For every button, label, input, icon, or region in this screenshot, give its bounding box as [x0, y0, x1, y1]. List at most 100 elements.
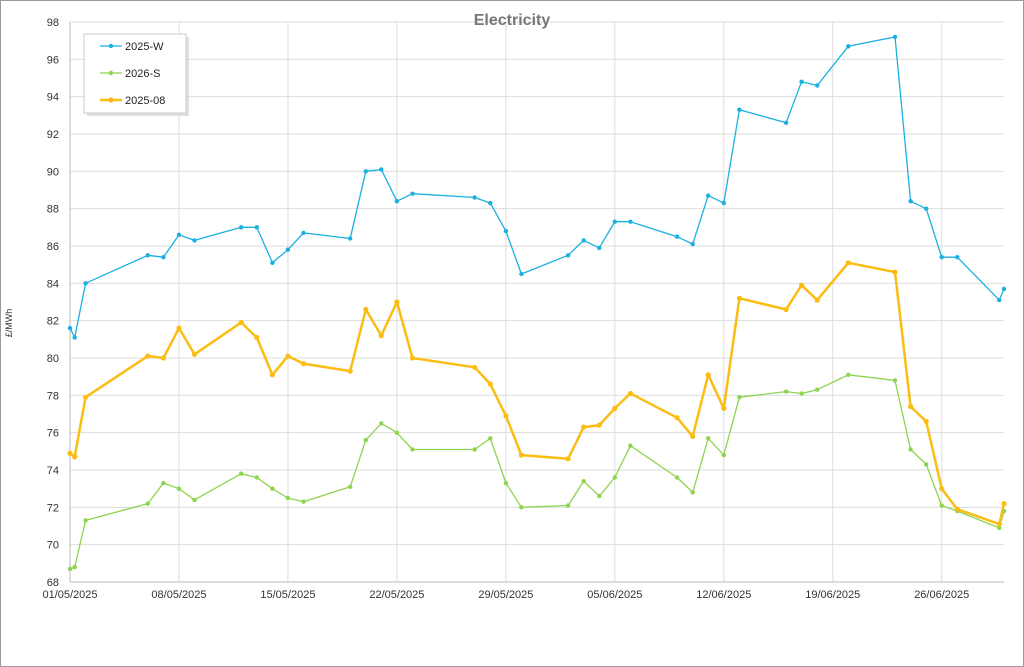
- data-point[interactable]: [783, 389, 789, 394]
- data-point[interactable]: [269, 372, 275, 378]
- data-point[interactable]: [192, 238, 197, 243]
- data-point[interactable]: [145, 501, 150, 506]
- data-point[interactable]: [923, 418, 929, 425]
- data-point[interactable]: [1001, 286, 1007, 292]
- data-point[interactable]: [674, 234, 680, 239]
- data-point[interactable]: [519, 505, 524, 510]
- data-point[interactable]: [394, 430, 400, 435]
- data-point[interactable]: [487, 381, 493, 387]
- data-point[interactable]: [597, 245, 602, 251]
- data-point[interactable]: [924, 206, 929, 211]
- legend-item-2026-S[interactable]: 2026-S: [100, 68, 160, 80]
- data-point[interactable]: [301, 499, 306, 504]
- data-point[interactable]: [254, 475, 259, 480]
- data-point[interactable]: [690, 241, 695, 247]
- data-point[interactable]: [799, 79, 804, 84]
- data-point[interactable]: [706, 436, 711, 441]
- data-point[interactable]: [799, 282, 805, 288]
- data-point[interactable]: [581, 479, 586, 484]
- data-point[interactable]: [706, 193, 711, 198]
- data-point[interactable]: [145, 353, 151, 359]
- data-point[interactable]: [378, 333, 384, 339]
- data-point[interactable]: [379, 167, 384, 172]
- data-point[interactable]: [270, 486, 275, 491]
- data-point[interactable]: [300, 361, 307, 367]
- data-point[interactable]: [705, 372, 711, 378]
- data-point[interactable]: [736, 295, 743, 301]
- data-point[interactable]: [363, 306, 369, 313]
- data-point[interactable]: [410, 191, 415, 196]
- data-point[interactable]: [518, 452, 525, 458]
- data-point[interactable]: [815, 83, 820, 88]
- data-point[interactable]: [815, 387, 820, 392]
- legend[interactable]: 2025-W 2026-S 2025-08: [83, 33, 189, 116]
- data-point[interactable]: [581, 238, 586, 243]
- data-point[interactable]: [285, 247, 291, 252]
- data-point[interactable]: [176, 325, 182, 331]
- data-point[interactable]: [628, 219, 633, 224]
- data-point[interactable]: [285, 353, 291, 359]
- data-point[interactable]: [892, 378, 898, 383]
- data-point[interactable]: [690, 490, 695, 495]
- data-point[interactable]: [846, 44, 851, 49]
- data-point[interactable]: [145, 253, 150, 258]
- data-point[interactable]: [472, 195, 477, 200]
- data-point[interactable]: [83, 518, 88, 523]
- data-point[interactable]: [737, 395, 742, 400]
- legend-item-2025-W[interactable]: 2025-W: [100, 41, 164, 53]
- data-point[interactable]: [939, 503, 944, 508]
- data-point[interactable]: [161, 255, 166, 260]
- data-point[interactable]: [239, 225, 244, 230]
- data-point[interactable]: [996, 521, 1002, 527]
- data-point[interactable]: [161, 480, 166, 486]
- data-point[interactable]: [67, 450, 73, 456]
- data-point[interactable]: [955, 255, 960, 260]
- data-point[interactable]: [238, 319, 244, 326]
- data-point[interactable]: [908, 447, 913, 452]
- data-point[interactable]: [503, 413, 509, 419]
- data-point[interactable]: [348, 484, 353, 489]
- data-point[interactable]: [612, 475, 617, 480]
- data-point[interactable]: [581, 424, 587, 430]
- data-point[interactable]: [737, 107, 742, 112]
- data-point[interactable]: [596, 422, 602, 428]
- data-point[interactable]: [176, 232, 182, 237]
- data-point[interactable]: [674, 475, 680, 480]
- data-point[interactable]: [394, 299, 400, 305]
- data-point[interactable]: [892, 34, 898, 40]
- data-point[interactable]: [348, 236, 353, 241]
- data-point[interactable]: [939, 255, 944, 260]
- data-point[interactable]: [954, 506, 960, 512]
- data-point[interactable]: [160, 355, 166, 361]
- data-point[interactable]: [783, 120, 789, 126]
- data-point[interactable]: [721, 200, 726, 206]
- data-point[interactable]: [72, 335, 77, 340]
- data-point[interactable]: [67, 566, 73, 572]
- data-point[interactable]: [997, 297, 1002, 303]
- data-point[interactable]: [409, 355, 416, 361]
- data-point[interactable]: [472, 447, 477, 452]
- data-point[interactable]: [254, 225, 259, 230]
- data-point[interactable]: [72, 454, 78, 460]
- data-point[interactable]: [783, 306, 789, 313]
- data-point[interactable]: [892, 269, 898, 275]
- data-point[interactable]: [799, 391, 804, 396]
- data-point[interactable]: [997, 525, 1002, 531]
- data-point[interactable]: [347, 368, 353, 374]
- data-point[interactable]: [814, 297, 820, 303]
- data-point[interactable]: [846, 372, 851, 377]
- data-point[interactable]: [254, 334, 260, 341]
- data-point[interactable]: [674, 415, 680, 421]
- data-point[interactable]: [270, 260, 275, 265]
- data-point[interactable]: [176, 486, 182, 491]
- data-point[interactable]: [565, 253, 571, 258]
- data-point[interactable]: [612, 405, 618, 411]
- data-point[interactable]: [503, 228, 509, 234]
- data-point[interactable]: [612, 219, 617, 224]
- data-point[interactable]: [83, 394, 89, 400]
- data-point[interactable]: [908, 403, 914, 410]
- data-point[interactable]: [192, 497, 197, 503]
- data-point[interactable]: [488, 200, 493, 206]
- data-point[interactable]: [908, 199, 913, 204]
- data-point[interactable]: [565, 456, 571, 462]
